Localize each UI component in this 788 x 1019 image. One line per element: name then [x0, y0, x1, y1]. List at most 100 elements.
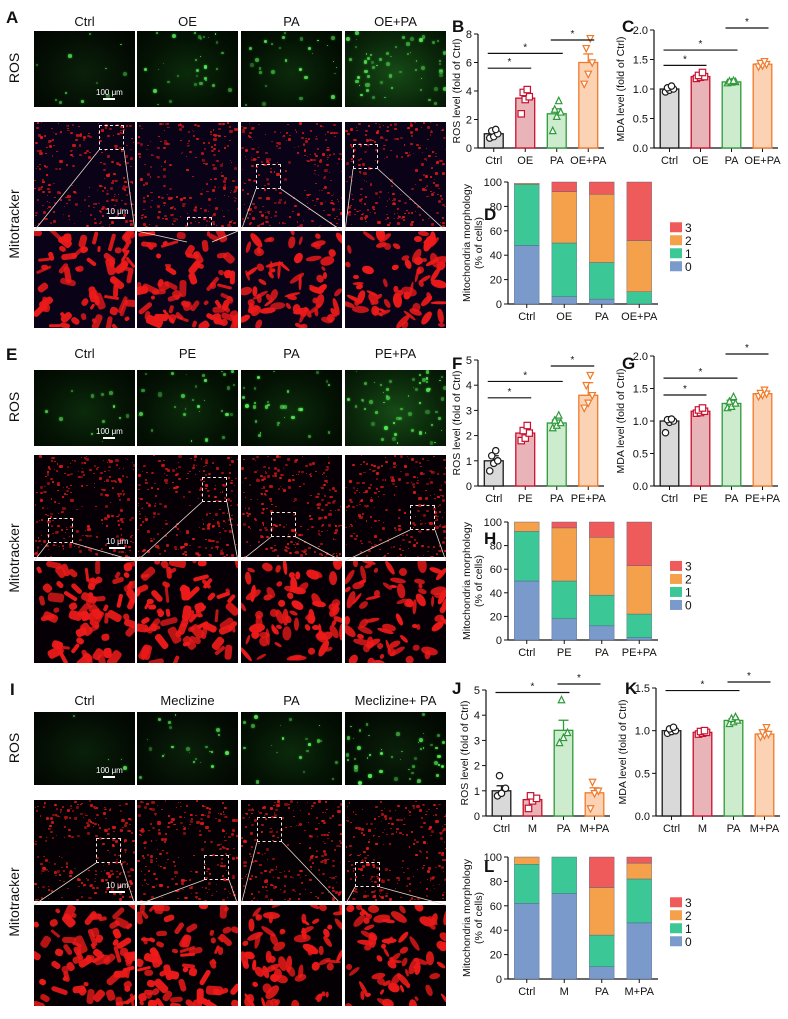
x-tick-label: PE+PA: [571, 493, 607, 505]
ros-image: [34, 712, 135, 785]
stacked-bar-segment: [514, 521, 540, 532]
x-tick-label: PA: [557, 823, 572, 835]
y-tick-label: 100: [484, 852, 502, 864]
y-tick-label: 40: [490, 250, 502, 262]
data-point: [756, 59, 765, 69]
bar: [515, 97, 536, 149]
y-tick-label: 0: [496, 635, 502, 647]
data-point: [580, 80, 589, 89]
significance-star: *: [683, 384, 687, 395]
column-label: Ctrl: [74, 346, 95, 361]
y-tick-label: 100: [484, 177, 502, 189]
bar: [692, 731, 713, 817]
column-label: OE+PA: [374, 14, 417, 29]
bar: [754, 733, 775, 817]
zoom-connector-line: [136, 879, 205, 906]
zoom-connector-line: [228, 879, 239, 906]
legend-swatch: [670, 248, 682, 259]
legend-swatch: [670, 261, 682, 272]
mitotracker-zoom-image: [241, 561, 342, 663]
y-tick-label: 80: [490, 201, 502, 213]
bar: [723, 719, 744, 817]
x-tick-label: OE+PA: [570, 155, 607, 167]
legend-label: 1: [685, 585, 692, 599]
significance-star: *: [699, 367, 703, 378]
data-point: [554, 410, 563, 419]
scale-bar-line: [109, 891, 126, 893]
x-tick-label: Ctrl: [518, 647, 535, 659]
scale-bar-label: 100 μm: [96, 427, 123, 436]
stacked-bar-segment: [514, 580, 540, 641]
zoom-region-box: [256, 164, 281, 189]
y-tick-label: 0.0: [633, 481, 648, 493]
data-point: [586, 371, 595, 381]
zoom-connector-line: [211, 230, 239, 243]
panel-letter: A: [6, 8, 19, 27]
significance-star: *: [508, 387, 512, 398]
data-point: [590, 790, 599, 799]
y-tick-label: 2: [474, 761, 480, 773]
legend-swatch: [670, 222, 682, 233]
zoom-region-box: [257, 817, 282, 842]
x-tick-label: M+PA: [625, 986, 655, 998]
y-tick-label: 1: [474, 786, 480, 798]
stacked-bar-segment: [589, 625, 615, 641]
data-point: [552, 111, 561, 120]
y-tick-label: 60: [490, 901, 502, 913]
data-point: [729, 75, 738, 85]
column-label: Meclizine: [160, 693, 215, 708]
zoom-connector-line: [33, 542, 49, 562]
zoom-connector-line: [33, 862, 97, 906]
panel-letter: D: [484, 205, 496, 224]
mitotracker-zoom-image: [34, 905, 135, 1006]
column-label: PE+PA: [374, 346, 417, 361]
legend-swatch: [670, 936, 682, 947]
y-tick-label: 4: [466, 380, 472, 392]
y-tick-label: 1.0: [635, 726, 650, 738]
data-point: [491, 446, 500, 455]
bar: [659, 88, 680, 149]
scale-bar-line: [103, 776, 116, 778]
stacked-bar-segment: [551, 893, 577, 980]
mitotracker-zoom-image: [345, 231, 446, 328]
mitotracker-image: [345, 800, 446, 901]
zoom-connector-line: [136, 230, 188, 243]
scale-bar-mito: 10 μm: [106, 207, 128, 219]
data-point: [497, 789, 506, 798]
data-point: [756, 389, 765, 399]
y-axis-label: (% of cells): [473, 892, 485, 944]
column-label: Ctrl: [74, 14, 95, 29]
stacked-bar-segment: [589, 521, 615, 538]
stacked-bar-segment: [514, 184, 540, 246]
stacked-bar-segment: [514, 245, 540, 305]
y-tick-label: 40: [490, 588, 502, 600]
y-tick-label: 1.5: [633, 55, 648, 67]
significance-star: *: [571, 355, 575, 366]
ros-image: [137, 712, 238, 785]
legend-swatch: [670, 599, 682, 610]
data-point: [548, 125, 557, 135]
zoom-region-box: [410, 505, 435, 530]
panel-letter: E: [6, 345, 18, 364]
y-tick-label: 6: [466, 58, 472, 70]
y-axis-label: Mitochondria morphology: [461, 183, 473, 302]
panel-letter: H: [484, 529, 496, 548]
y-axis-label: ROS level (fold of Ctrl): [459, 700, 471, 805]
y-tick-label: 1.5: [633, 384, 648, 396]
data-point: [554, 95, 563, 105]
stacked-bar-segment: [589, 594, 615, 627]
legend-label: 2: [685, 572, 692, 586]
y-tick-label: 0.0: [633, 143, 648, 155]
scale-bar-line: [103, 437, 116, 439]
y-tick-label: 8: [466, 29, 472, 41]
stacked-bar-segment: [589, 262, 615, 300]
zoom-region-box: [355, 862, 380, 887]
zoom-connector-line: [72, 542, 136, 562]
panel-letter: K: [625, 679, 638, 698]
x-tick-label: Ctrl: [663, 823, 680, 835]
column-label: PA: [283, 14, 300, 29]
significance-star: *: [508, 57, 512, 68]
data-point: [584, 399, 593, 408]
y-axis-label: (% of cells): [473, 217, 485, 269]
stacked-bar-segment: [626, 922, 652, 980]
